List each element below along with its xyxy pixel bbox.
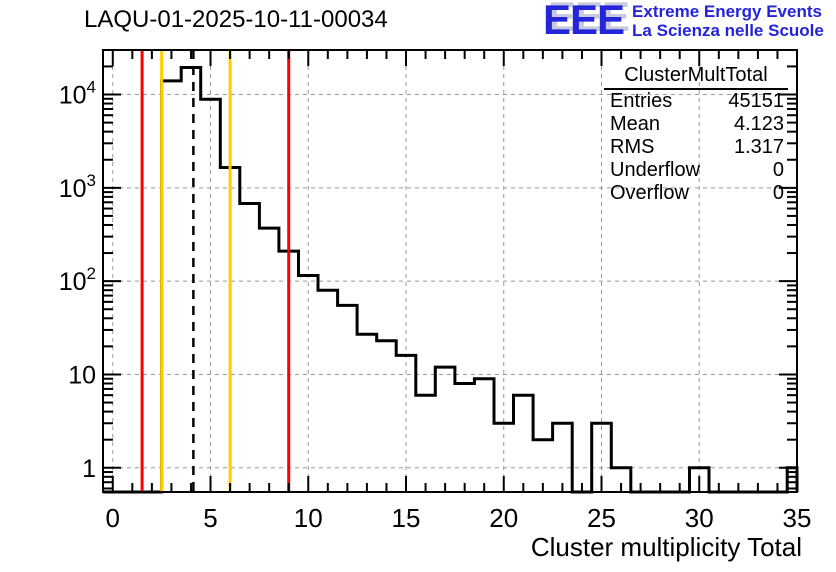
stats-row: Mean 4.123 xyxy=(604,113,788,136)
x-axis-title: Cluster multiplicity Total xyxy=(530,532,802,562)
plot-frame xyxy=(102,49,798,493)
stats-box: ClusterMultTotal Entries 45151 Mean 4.123 RM… xyxy=(604,64,788,205)
y-tick-label: 102 xyxy=(59,264,96,296)
stats-box-rows: Entries 45151 Mean 4.123 RMS 1.317 Underflow 0 O… xyxy=(604,90,788,205)
x-tick-label: 30 xyxy=(685,503,714,533)
stats-row-label: RMS xyxy=(610,136,655,158)
stats-row-value: 1.317 xyxy=(733,136,784,158)
stats-row: Entries 45151 xyxy=(604,90,788,113)
eee-logo-line2: La Scienza nelle Scuole xyxy=(632,21,824,40)
y-tick-label: 103 xyxy=(59,171,96,203)
eee-logo-letters: EEE xyxy=(543,0,625,43)
stats-row: Underflow 0 xyxy=(604,159,788,182)
y-tick-label: 1 xyxy=(82,455,96,483)
x-tick-label: 20 xyxy=(489,503,518,533)
y-tick-label: 104 xyxy=(59,78,96,110)
stats-row: RMS 1.317 xyxy=(604,136,788,159)
stats-row-value: 0 xyxy=(772,182,784,204)
stats-row-value: 0 xyxy=(772,159,784,181)
y-tick-label: 10 xyxy=(68,361,96,389)
stats-row-label: Entries xyxy=(610,90,673,112)
eee-logo-line1: Extreme Energy Events xyxy=(632,2,822,21)
stats-row-label: Overflow xyxy=(610,182,689,204)
x-tick-label: 25 xyxy=(587,503,616,533)
x-tick-label: 35 xyxy=(783,503,812,533)
x-tick-label: 15 xyxy=(392,503,421,533)
stats-row-value: 4.123 xyxy=(733,113,784,135)
x-tick-label: 5 xyxy=(203,503,217,533)
stats-row: Overflow 0 xyxy=(604,182,788,205)
eee-logo: EEE Extreme Energy Events La Scienza nel… xyxy=(543,0,824,43)
x-tick-label: 0 xyxy=(106,503,120,533)
stats-row-label: Underflow xyxy=(610,159,701,181)
stats-box-title: ClusterMultTotal xyxy=(604,64,788,90)
x-tick-label: 10 xyxy=(294,503,323,533)
eee-logo-caption: Extreme Energy Events La Scienza nelle S… xyxy=(632,2,824,40)
stats-row-label: Mean xyxy=(610,113,661,135)
page-title: LAQU-01-2025-10-11-00034 xyxy=(84,6,388,33)
stats-row-value: 45151 xyxy=(728,90,784,112)
